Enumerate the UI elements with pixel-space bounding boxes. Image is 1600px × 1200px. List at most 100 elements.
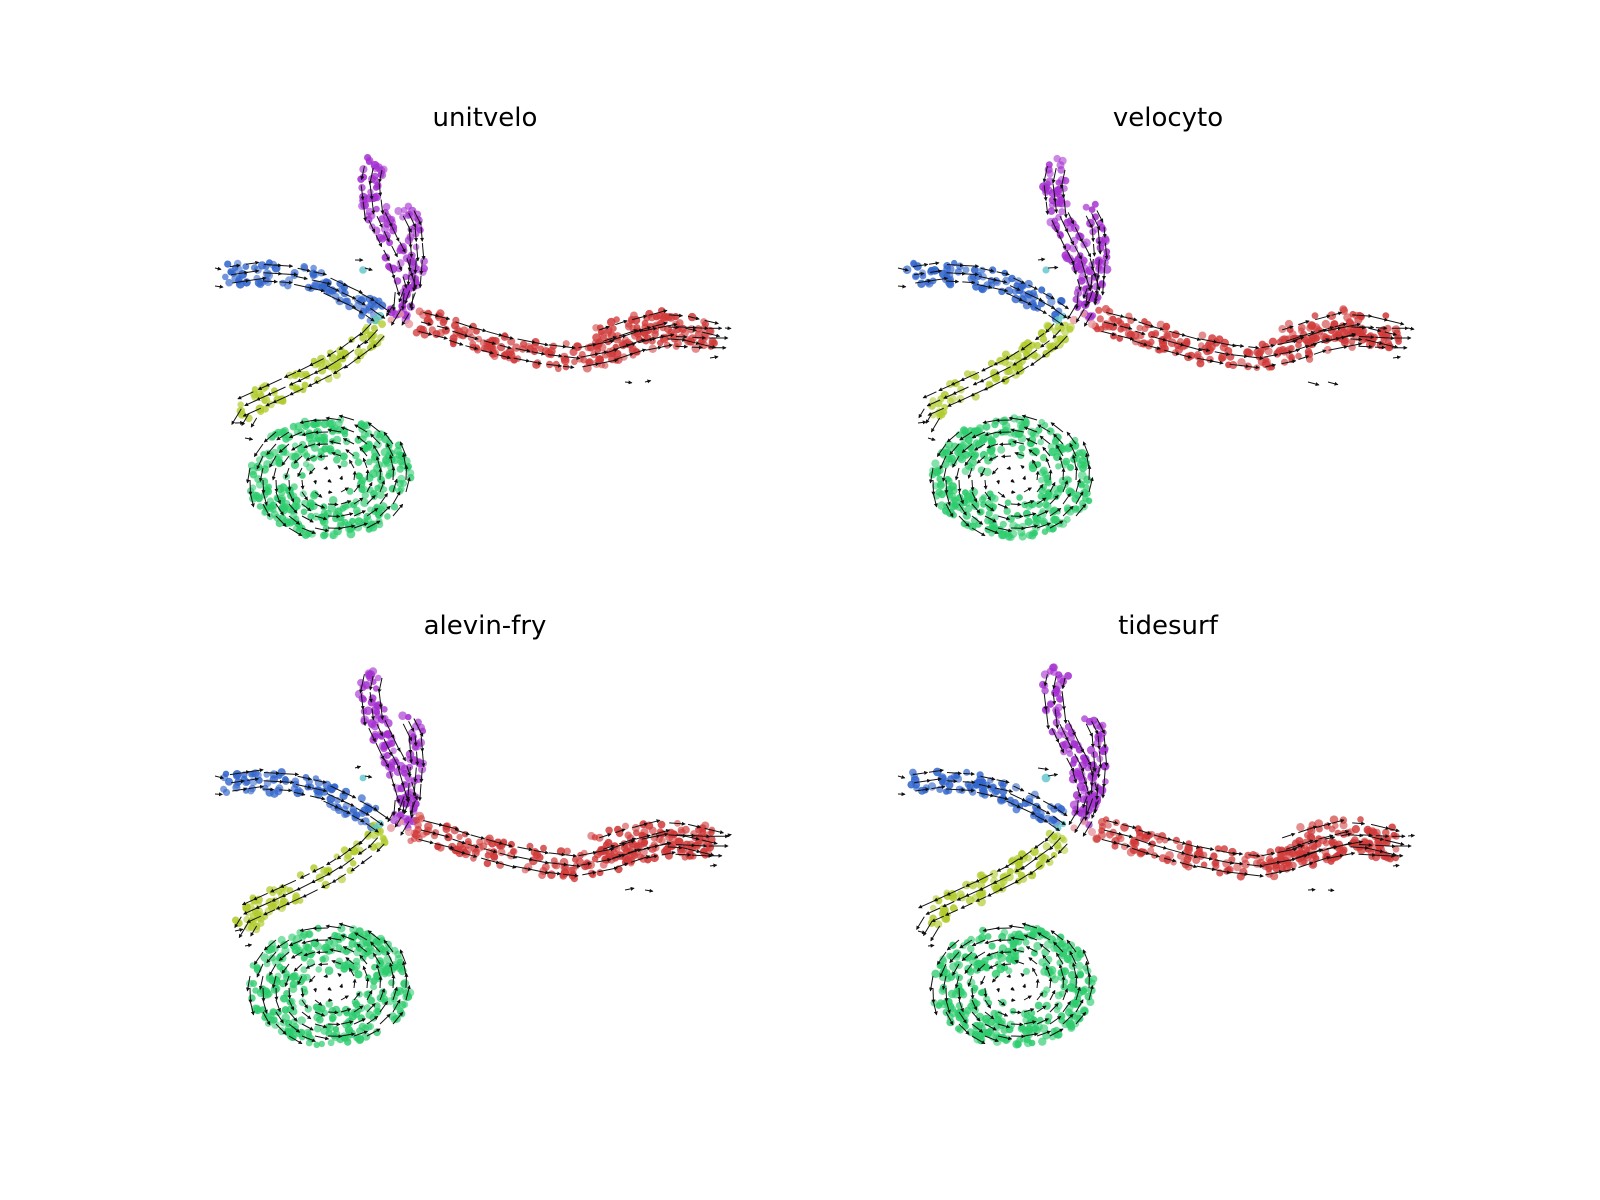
velocity-arrow <box>644 888 654 893</box>
panel-alevin-fry: alevin-fry <box>205 606 765 1048</box>
velocity-arrow <box>960 902 973 909</box>
cell-point <box>657 820 666 829</box>
velocity-arrow <box>327 428 342 433</box>
velocity-arrow <box>301 491 309 501</box>
cell-point <box>405 713 412 721</box>
velocity-arrow <box>311 279 332 286</box>
cell-point <box>354 458 363 467</box>
cell-point <box>291 452 300 462</box>
cell-point <box>386 239 393 247</box>
cell-point <box>1120 842 1129 851</box>
cell-point <box>1297 323 1306 332</box>
velocity-arrow <box>261 987 266 1003</box>
cell-point <box>349 860 357 867</box>
cell-point <box>1047 700 1055 708</box>
cell-point <box>1228 847 1237 857</box>
cell-point <box>1105 323 1114 331</box>
cell-point <box>302 460 310 468</box>
velocity-arrow <box>339 475 344 481</box>
velocity-arrow <box>1023 995 1032 1001</box>
velocity-arrow <box>449 339 464 346</box>
velocity-arrow <box>340 487 349 493</box>
cell-point <box>417 815 425 823</box>
cell-point <box>1053 154 1061 163</box>
velocity-arrow <box>343 356 360 369</box>
cell-point <box>1040 454 1048 462</box>
cell-point <box>1090 716 1098 724</box>
cell-point <box>424 822 433 831</box>
cell-point <box>373 1002 381 1010</box>
panel-title: unitvelo <box>432 103 538 133</box>
cell-point <box>944 475 951 483</box>
velocity-arrow <box>248 276 267 282</box>
velocity-arrow <box>379 480 385 493</box>
velocity-arrow <box>635 326 652 332</box>
velocity-arrow <box>378 975 383 989</box>
scatter-plot <box>897 663 1416 1049</box>
velocity-arrow <box>691 345 704 350</box>
velocity-arrow <box>329 440 342 445</box>
cell-point <box>315 966 322 973</box>
velocity-arrow <box>275 515 287 527</box>
cell-point <box>333 435 342 444</box>
velocity-arrow <box>406 274 411 286</box>
cell-point <box>374 181 382 189</box>
cell-point <box>978 496 987 504</box>
velocity-arrow <box>1407 326 1415 331</box>
velocity-arrow <box>340 426 355 433</box>
velocity-arrow <box>724 833 732 838</box>
velocity-arrow <box>279 280 293 285</box>
velocity-arrow <box>546 363 563 368</box>
cell-point <box>396 1007 405 1015</box>
velocity-arrow <box>413 210 422 226</box>
velocity-arrow <box>996 479 1001 485</box>
cell-point <box>622 822 629 830</box>
cell-point <box>1023 1012 1031 1019</box>
velocity-arrow <box>272 394 290 404</box>
velocity-arrow <box>897 284 907 289</box>
velocity-arrow <box>297 267 311 273</box>
cell-point <box>225 278 233 287</box>
velocity-arrow <box>245 260 260 265</box>
panel-velocyto: velocyto <box>888 98 1448 541</box>
velocity-arrow <box>1392 355 1402 360</box>
velocity-arrow <box>399 241 406 253</box>
velocity-arrow <box>302 889 318 898</box>
velocity-arrow <box>263 263 283 268</box>
velocity-arrow <box>1407 833 1416 838</box>
velocity-arrow <box>327 502 339 507</box>
cell-point <box>1176 843 1184 851</box>
velocity-arrow <box>1037 767 1049 771</box>
velocity-arrow <box>983 479 988 490</box>
velocity-arrow <box>374 301 391 313</box>
velocity-arrow <box>618 329 638 337</box>
cell-point <box>1091 213 1099 221</box>
cell-point <box>946 280 955 289</box>
velocity-arrow <box>547 353 563 358</box>
cell-point <box>370 324 378 332</box>
cell-point <box>1013 282 1020 289</box>
velocity-arrow <box>962 788 976 793</box>
velocity-arrow <box>997 491 1006 498</box>
velocity-arrow <box>378 169 383 183</box>
velocity-arrow <box>1375 834 1390 839</box>
cell-point <box>339 452 348 461</box>
velocity-arrow <box>288 431 303 439</box>
velocity-arrow <box>1022 983 1027 989</box>
velocity-arrow <box>945 279 960 284</box>
cell-point <box>373 205 380 213</box>
cell-point <box>1071 494 1080 503</box>
cell-point <box>300 985 308 993</box>
cell-point <box>475 843 484 852</box>
velocity-arrow <box>263 431 277 443</box>
cell-point <box>1097 325 1105 333</box>
velocity-arrow <box>244 399 258 407</box>
velocity-arrow <box>332 365 347 375</box>
velocity-arrow <box>392 503 404 517</box>
cell-point <box>1023 967 1030 975</box>
velocity-arrow <box>275 503 284 516</box>
cell-point <box>660 312 669 321</box>
velocity-arrow <box>408 212 417 228</box>
cell-point <box>1038 286 1046 294</box>
velocity-arrow <box>404 972 409 989</box>
